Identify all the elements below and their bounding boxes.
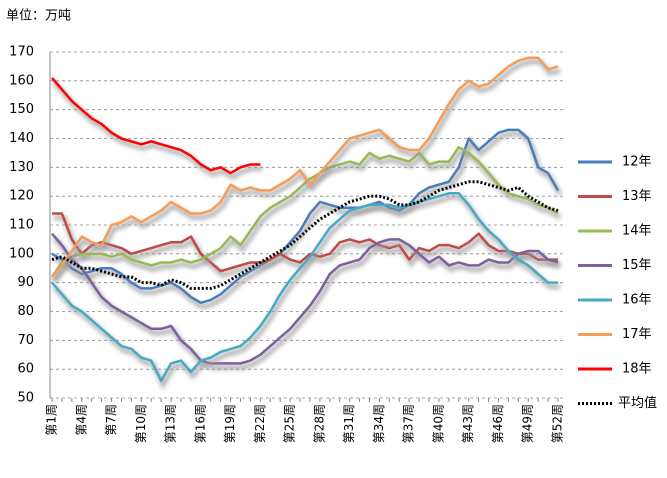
x-tick-label: 第22周 bbox=[253, 404, 267, 443]
x-tick-label: 第40周 bbox=[431, 404, 445, 443]
y-tick-label: 140 bbox=[9, 131, 34, 146]
x-tick-label: 第1周 bbox=[45, 404, 59, 436]
line-shadow bbox=[52, 236, 561, 370]
x-tick-label: 第46周 bbox=[491, 404, 505, 443]
series-line bbox=[51, 128, 560, 305]
legend-label: 18年 bbox=[622, 362, 652, 377]
x-tick-label: 第13周 bbox=[164, 404, 178, 443]
series-line bbox=[51, 192, 558, 382]
x-tick-label: 第34周 bbox=[372, 404, 386, 443]
y-tick-label: 80 bbox=[17, 304, 34, 319]
y-tick-label: 90 bbox=[17, 275, 34, 290]
unit-label: 单位：万吨 bbox=[6, 9, 71, 24]
legend-label: 14年 bbox=[622, 224, 652, 239]
y-tick-label: 170 bbox=[9, 45, 34, 60]
x-tick-label: 第52周 bbox=[551, 404, 565, 443]
y-tick-label: 70 bbox=[17, 333, 34, 348]
legend-label: 平均值 bbox=[618, 395, 657, 411]
series-line bbox=[51, 56, 559, 278]
y-tick-label: 110 bbox=[9, 218, 34, 233]
y-tick-label: 120 bbox=[9, 189, 34, 204]
series-line bbox=[51, 232, 559, 365]
x-tick-label: 第37周 bbox=[402, 404, 416, 443]
line-shadow bbox=[51, 147, 562, 283]
legend-label: 16年 bbox=[622, 293, 652, 308]
series-line bbox=[52, 212, 558, 273]
x-tick-label: 第49周 bbox=[521, 404, 535, 443]
y-tick-label: 150 bbox=[9, 102, 34, 117]
series-line bbox=[50, 145, 559, 278]
y-tick-label: 50 bbox=[17, 391, 34, 406]
x-tick-label: 第4周 bbox=[74, 404, 88, 436]
x-tick-label: 第25周 bbox=[283, 404, 297, 443]
x-tick-label: 第28周 bbox=[312, 404, 326, 443]
y-tick-label: 130 bbox=[9, 160, 34, 175]
legend-label: 17年 bbox=[622, 327, 652, 342]
line-shadow bbox=[52, 80, 263, 180]
legend-label: 12年 bbox=[622, 155, 652, 170]
x-tick-label: 第10周 bbox=[134, 404, 148, 443]
x-tick-label: 第31周 bbox=[342, 404, 356, 443]
line-shadow bbox=[54, 214, 560, 278]
series-line bbox=[51, 77, 261, 175]
series-line bbox=[51, 180, 559, 290]
x-tick-label: 第43周 bbox=[461, 404, 475, 443]
legend-label: 13年 bbox=[622, 189, 652, 204]
y-tick-label: 60 bbox=[17, 362, 34, 377]
x-tick-label: 第16周 bbox=[193, 404, 207, 443]
y-tick-label: 160 bbox=[9, 73, 34, 88]
x-tick-label: 第19周 bbox=[223, 404, 237, 443]
y-tick-label: 100 bbox=[9, 246, 34, 261]
x-tick-label: 第7周 bbox=[104, 404, 118, 436]
legend-label: 15年 bbox=[622, 258, 652, 273]
